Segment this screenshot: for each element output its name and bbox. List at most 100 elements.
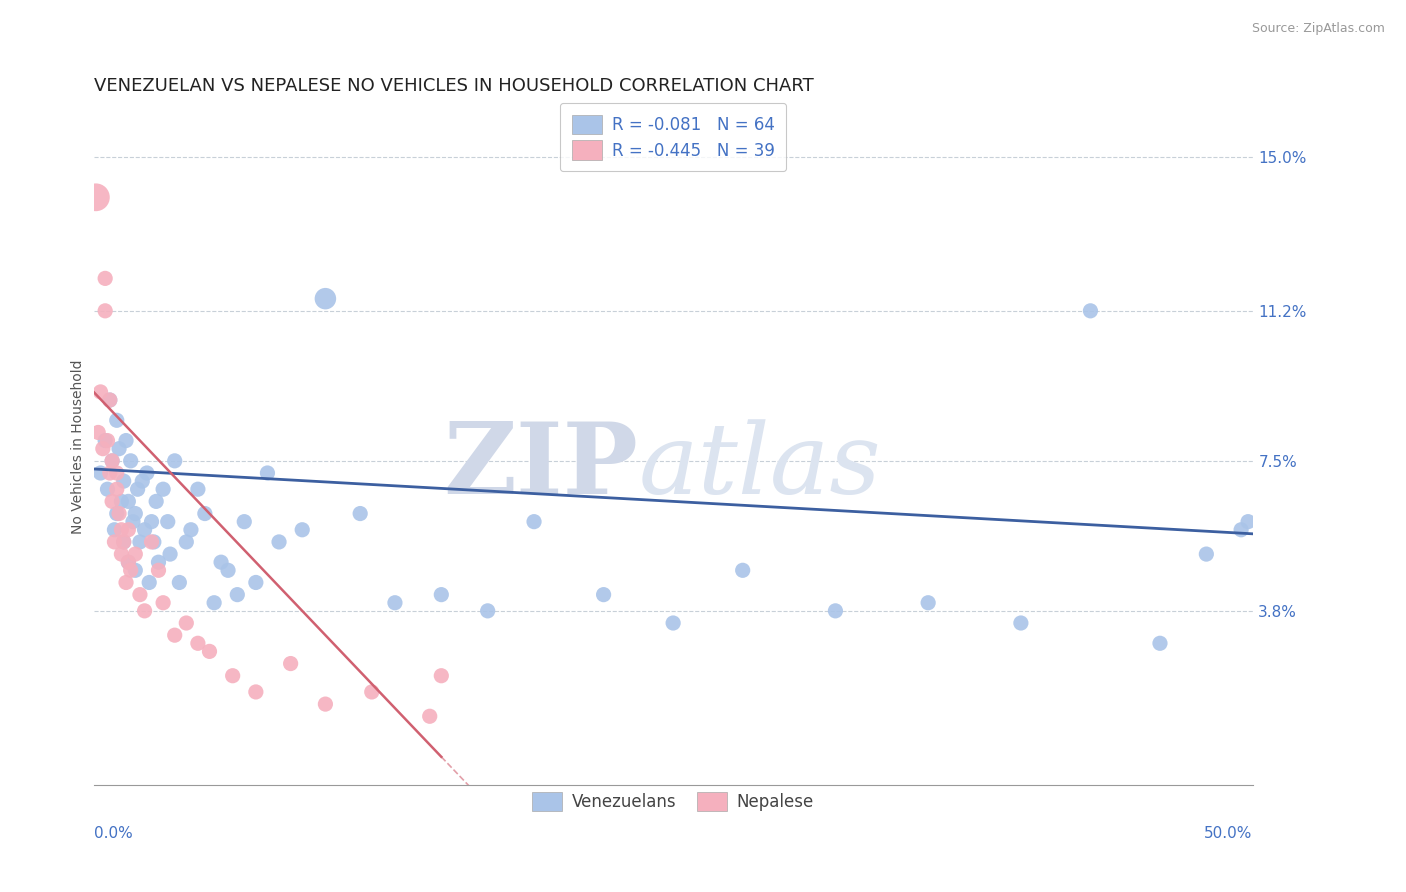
Point	[280, 657, 302, 671]
Point	[314, 292, 336, 306]
Point	[430, 588, 453, 602]
Point	[112, 535, 135, 549]
Point	[110, 547, 132, 561]
Point	[824, 604, 846, 618]
Point	[101, 454, 124, 468]
Legend: Venezuelans, Nepalese: Venezuelans, Nepalese	[526, 785, 821, 817]
Point	[314, 697, 336, 711]
Y-axis label: No Vehicles in Household: No Vehicles in Household	[72, 359, 86, 534]
Point	[124, 507, 146, 521]
Point	[138, 575, 160, 590]
Point	[105, 507, 128, 521]
Point	[110, 523, 132, 537]
Point	[187, 636, 209, 650]
Text: ZIP: ZIP	[443, 418, 638, 516]
Point	[523, 515, 546, 529]
Point	[419, 709, 441, 723]
Point	[1237, 515, 1260, 529]
Point	[198, 644, 221, 658]
Point	[384, 596, 406, 610]
Point	[117, 523, 139, 537]
Point	[1080, 303, 1102, 318]
Point	[98, 466, 121, 480]
Point	[98, 392, 121, 407]
Point	[142, 535, 165, 549]
Point	[1149, 636, 1171, 650]
Point	[103, 523, 125, 537]
Point	[1195, 547, 1218, 561]
Point	[169, 575, 191, 590]
Point	[108, 442, 131, 456]
Point	[233, 515, 256, 529]
Point	[152, 596, 174, 610]
Point	[117, 494, 139, 508]
Point	[134, 523, 156, 537]
Point	[430, 669, 453, 683]
Point	[110, 494, 132, 508]
Point	[135, 466, 157, 480]
Point	[360, 685, 382, 699]
Point	[291, 523, 314, 537]
Point	[148, 555, 170, 569]
Point	[96, 482, 118, 496]
Point	[91, 442, 114, 456]
Point	[267, 535, 290, 549]
Point	[209, 555, 232, 569]
Point	[256, 466, 278, 480]
Point	[105, 413, 128, 427]
Point	[226, 588, 249, 602]
Point	[152, 482, 174, 496]
Text: Source: ZipAtlas.com: Source: ZipAtlas.com	[1251, 22, 1385, 36]
Point	[112, 535, 135, 549]
Point	[163, 454, 186, 468]
Point	[1230, 523, 1253, 537]
Point	[180, 523, 202, 537]
Point	[127, 482, 149, 496]
Point	[124, 547, 146, 561]
Point	[129, 535, 152, 549]
Text: atlas: atlas	[638, 419, 882, 515]
Point	[145, 494, 167, 508]
Point	[156, 515, 179, 529]
Point	[101, 454, 124, 468]
Point	[134, 604, 156, 618]
Point	[96, 434, 118, 448]
Point	[98, 392, 121, 407]
Point	[917, 596, 939, 610]
Text: VENEZUELAN VS NEPALESE NO VEHICLES IN HOUSEHOLD CORRELATION CHART: VENEZUELAN VS NEPALESE NO VEHICLES IN HO…	[94, 78, 813, 95]
Point	[101, 494, 124, 508]
Point	[117, 555, 139, 569]
Point	[108, 507, 131, 521]
Point	[103, 535, 125, 549]
Point	[115, 575, 138, 590]
Point	[245, 575, 267, 590]
Point	[117, 555, 139, 569]
Point	[217, 563, 239, 577]
Point	[194, 507, 217, 521]
Text: 0.0%: 0.0%	[94, 826, 132, 841]
Point	[187, 482, 209, 496]
Point	[176, 535, 198, 549]
Point	[112, 474, 135, 488]
Point	[84, 190, 107, 204]
Point	[131, 474, 153, 488]
Point	[105, 466, 128, 480]
Point	[141, 535, 163, 549]
Point	[221, 669, 243, 683]
Text: 50.0%: 50.0%	[1205, 826, 1253, 841]
Point	[477, 604, 499, 618]
Point	[148, 563, 170, 577]
Point	[120, 454, 142, 468]
Point	[202, 596, 225, 610]
Point	[105, 482, 128, 496]
Point	[94, 434, 117, 448]
Point	[141, 515, 163, 529]
Point	[94, 303, 117, 318]
Point	[89, 466, 111, 480]
Point	[120, 563, 142, 577]
Point	[1010, 615, 1032, 630]
Point	[87, 425, 110, 440]
Point	[89, 384, 111, 399]
Point	[176, 615, 198, 630]
Point	[129, 588, 152, 602]
